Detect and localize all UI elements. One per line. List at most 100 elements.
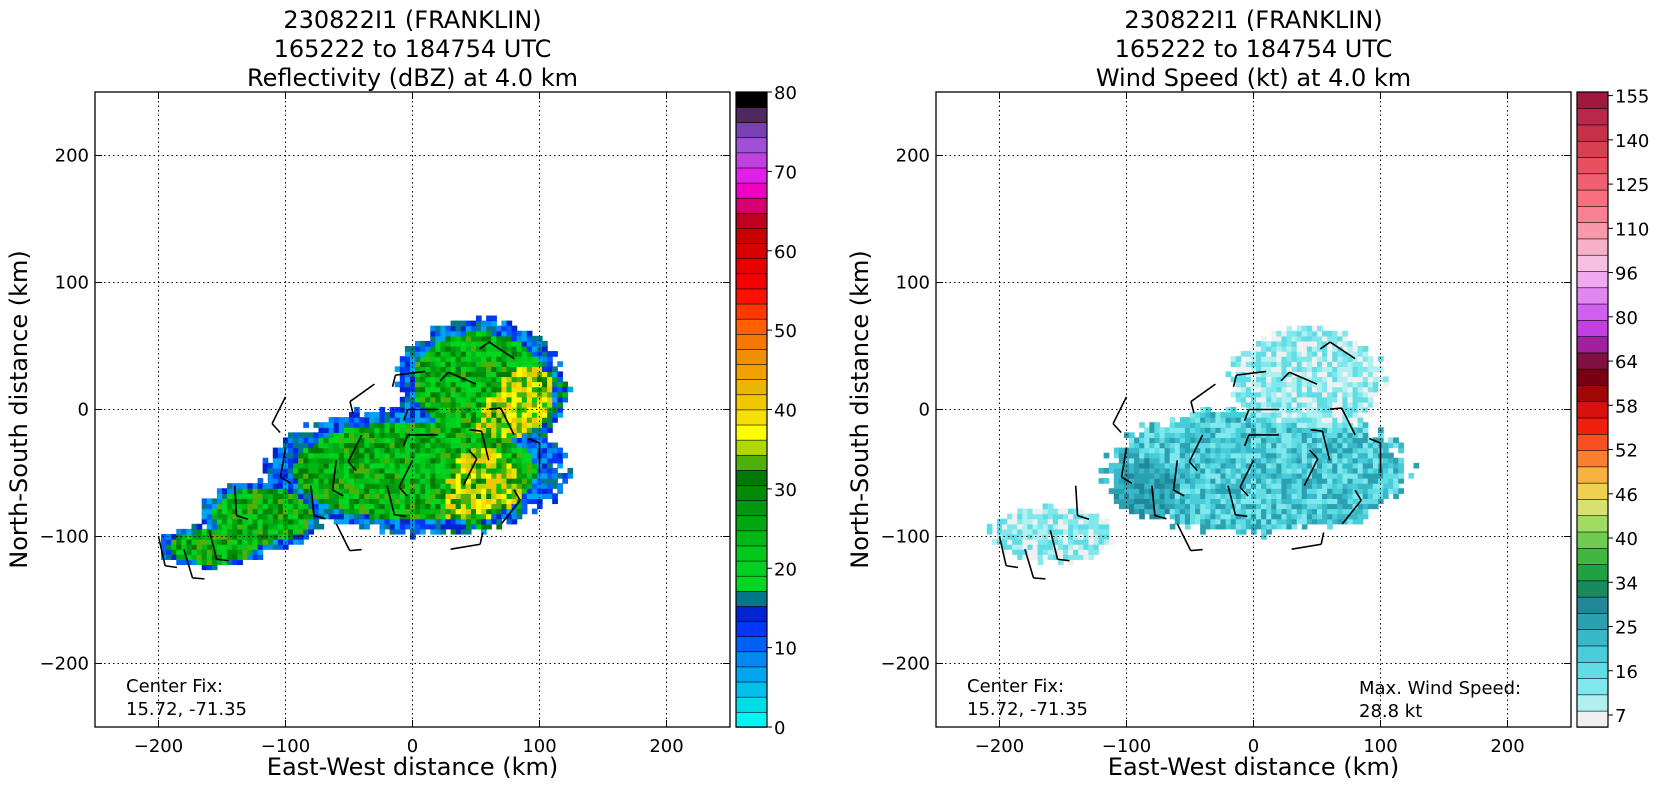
field-cell	[1261, 467, 1267, 474]
field-cell	[1327, 437, 1333, 444]
field-cell	[430, 346, 436, 352]
field-cell	[384, 422, 391, 428]
field-cell	[409, 366, 416, 372]
field-cell	[1129, 498, 1135, 505]
field-cell	[1362, 478, 1369, 484]
field-cell	[450, 513, 457, 520]
field-cell	[1235, 376, 1242, 383]
field-cell	[506, 473, 513, 479]
field-cell	[1352, 518, 1359, 525]
field-cell	[272, 498, 279, 505]
field-cell	[262, 483, 269, 489]
field-cell	[526, 432, 533, 439]
field-cell	[389, 478, 396, 484]
field-cell	[1240, 467, 1247, 474]
field-cell	[1230, 473, 1237, 479]
field-cell	[1256, 376, 1262, 383]
field-cell	[1256, 437, 1262, 444]
field-cell	[1129, 473, 1135, 479]
field-cell	[536, 417, 543, 423]
field-cell	[496, 432, 502, 439]
field-cell	[1083, 549, 1089, 555]
field-cell	[521, 351, 528, 357]
field-cell	[1408, 473, 1415, 479]
field-cell	[1357, 366, 1364, 372]
field-cell	[1266, 473, 1272, 479]
field-cell	[440, 513, 447, 520]
field-cell	[1311, 493, 1318, 499]
field-cell	[1317, 478, 1323, 484]
field-cell	[1261, 371, 1267, 378]
field-cell	[186, 544, 193, 550]
field-cell	[511, 391, 518, 398]
field-cell	[257, 493, 264, 499]
field-cell	[1266, 340, 1272, 347]
field-cell	[496, 371, 502, 378]
field-cell	[1291, 498, 1298, 505]
field-cell	[1215, 457, 1222, 464]
field-cell	[526, 452, 533, 459]
colorbar-swatch	[735, 288, 768, 305]
field-cell	[1367, 452, 1374, 459]
field-cell	[562, 473, 569, 479]
field-cell	[1007, 523, 1013, 530]
wind-barb-flag	[1033, 577, 1046, 580]
field-cell	[425, 351, 431, 357]
field-cell	[420, 503, 426, 510]
field-cell	[394, 437, 401, 444]
field-cell	[1179, 488, 1186, 494]
field-cell	[526, 473, 533, 479]
field-cell	[252, 554, 259, 560]
field-cell	[1250, 447, 1257, 454]
field-cell	[501, 427, 508, 433]
wind-barb-shaft	[1227, 485, 1237, 515]
field-cell	[526, 340, 533, 347]
field-cell	[399, 467, 406, 474]
field-cell	[440, 391, 447, 398]
wind-barb-shaft	[347, 434, 363, 463]
field-cell	[440, 498, 447, 505]
field-cell	[1129, 508, 1135, 515]
field-cell	[1225, 442, 1232, 449]
field-cell	[1093, 528, 1100, 535]
field-cell	[323, 437, 330, 444]
field-cell	[1286, 422, 1293, 428]
field-cell	[511, 432, 518, 439]
field-cell	[272, 493, 279, 499]
field-cell	[1256, 366, 1262, 372]
field-cell	[288, 488, 294, 494]
field-cell	[272, 508, 279, 515]
field-cell	[486, 488, 492, 494]
field-cell	[491, 508, 497, 515]
field-cell	[1281, 462, 1288, 469]
field-cell	[486, 513, 492, 520]
field-cell	[308, 498, 315, 505]
field-cell	[557, 483, 563, 489]
field-cell	[1205, 498, 1211, 505]
field-cell	[1073, 549, 1079, 555]
field-cell	[1012, 518, 1018, 525]
field-cell	[506, 356, 513, 362]
field-cell	[476, 478, 482, 484]
field-cell	[1007, 533, 1013, 540]
field-cell	[415, 528, 421, 535]
field-cell	[552, 442, 558, 449]
field-cell	[1215, 478, 1222, 484]
field-cell	[1266, 412, 1272, 418]
field-cell	[460, 417, 467, 423]
field-cell	[1154, 422, 1161, 428]
field-cell	[1383, 381, 1389, 388]
wind-barb-shaft	[480, 431, 490, 461]
field-cell	[338, 442, 345, 449]
field-cell	[465, 437, 472, 444]
field-cell	[542, 391, 548, 398]
field-cell	[1332, 422, 1338, 428]
field-cell	[1225, 493, 1232, 499]
field-cell	[1261, 381, 1267, 388]
field-cell	[1240, 381, 1247, 388]
field-cell	[323, 513, 330, 520]
field-cell	[1174, 488, 1181, 494]
field-cell	[476, 442, 482, 449]
field-cell	[516, 340, 523, 347]
